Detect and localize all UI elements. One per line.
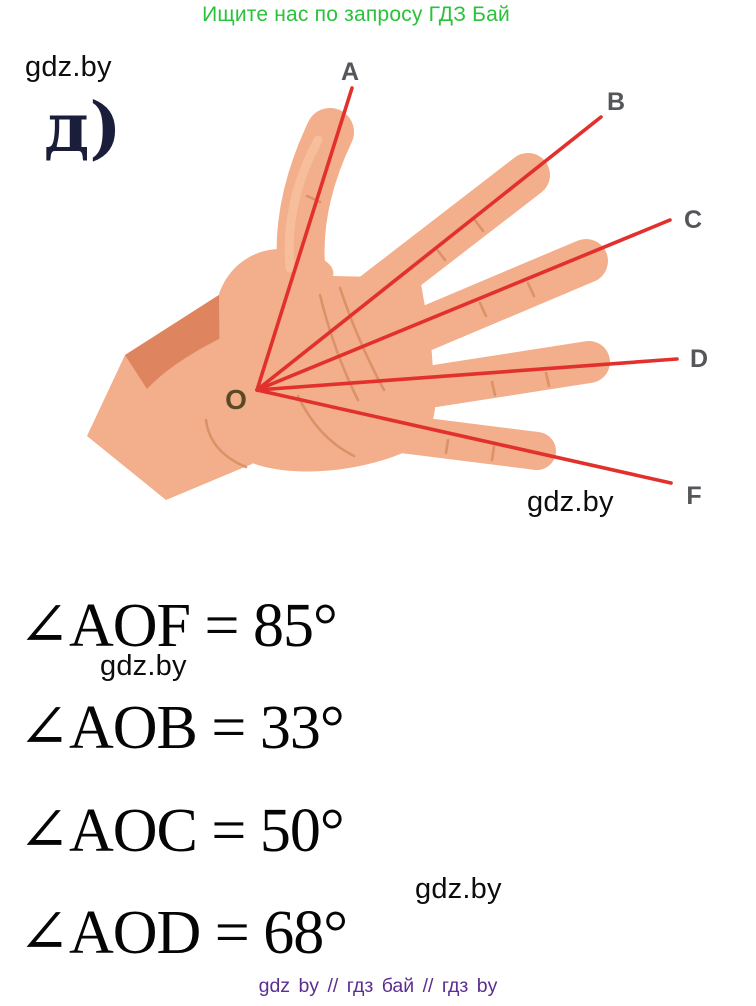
wrist-crease [204,418,248,469]
formula-angle-aof: ∠AOF = 85° [18,592,338,660]
point-label-a: A [341,58,359,86]
wrist-shadow-band [125,293,244,389]
point-label-c: C [684,206,702,234]
watermark-top-left: gdz.by [25,51,112,83]
point-label-d: D [690,345,708,373]
watermark-above-last-formula: gdz.by [415,873,502,905]
finger-crease [472,217,485,233]
ray-oc [255,218,672,392]
origin-label-o: O [225,384,247,415]
rays [255,86,679,485]
ray-od [255,357,679,392]
middle-finger [358,239,608,370]
watermark-figure: gdz.by [527,486,614,518]
finger-crease [444,438,450,455]
formula-angle-aod: ∠AOD = 68° [18,899,348,967]
point-labels: A B C D F O [225,58,708,510]
ray-of [255,388,673,485]
watermark-under-first-formula: gdz.by [100,650,187,682]
finger-crease [490,445,496,462]
palm-crease [296,394,356,458]
point-label-b: B [607,88,625,116]
promo-banner: Ищите нас по запросу ГДЗ Бай [202,3,510,26]
footer-site-links: gdz by // гдз бай // гдз by [258,975,498,997]
finger-crease [490,380,497,397]
formula-angle-aob: ∠AOB = 33° [18,694,345,762]
finger-crease [526,281,536,298]
formula-angle-aoc: ∠AOC = 50° [18,797,345,865]
task-item-label: д) [44,88,122,168]
palm-crease [318,293,360,402]
finger-crease [478,301,488,318]
thumb [276,108,354,300]
point-label-f: F [686,482,701,510]
finger-crease [434,246,447,262]
finger-crease [544,371,551,388]
ray-ob [255,115,603,392]
thumb-highlight [284,135,323,273]
ray-oa [255,86,354,392]
